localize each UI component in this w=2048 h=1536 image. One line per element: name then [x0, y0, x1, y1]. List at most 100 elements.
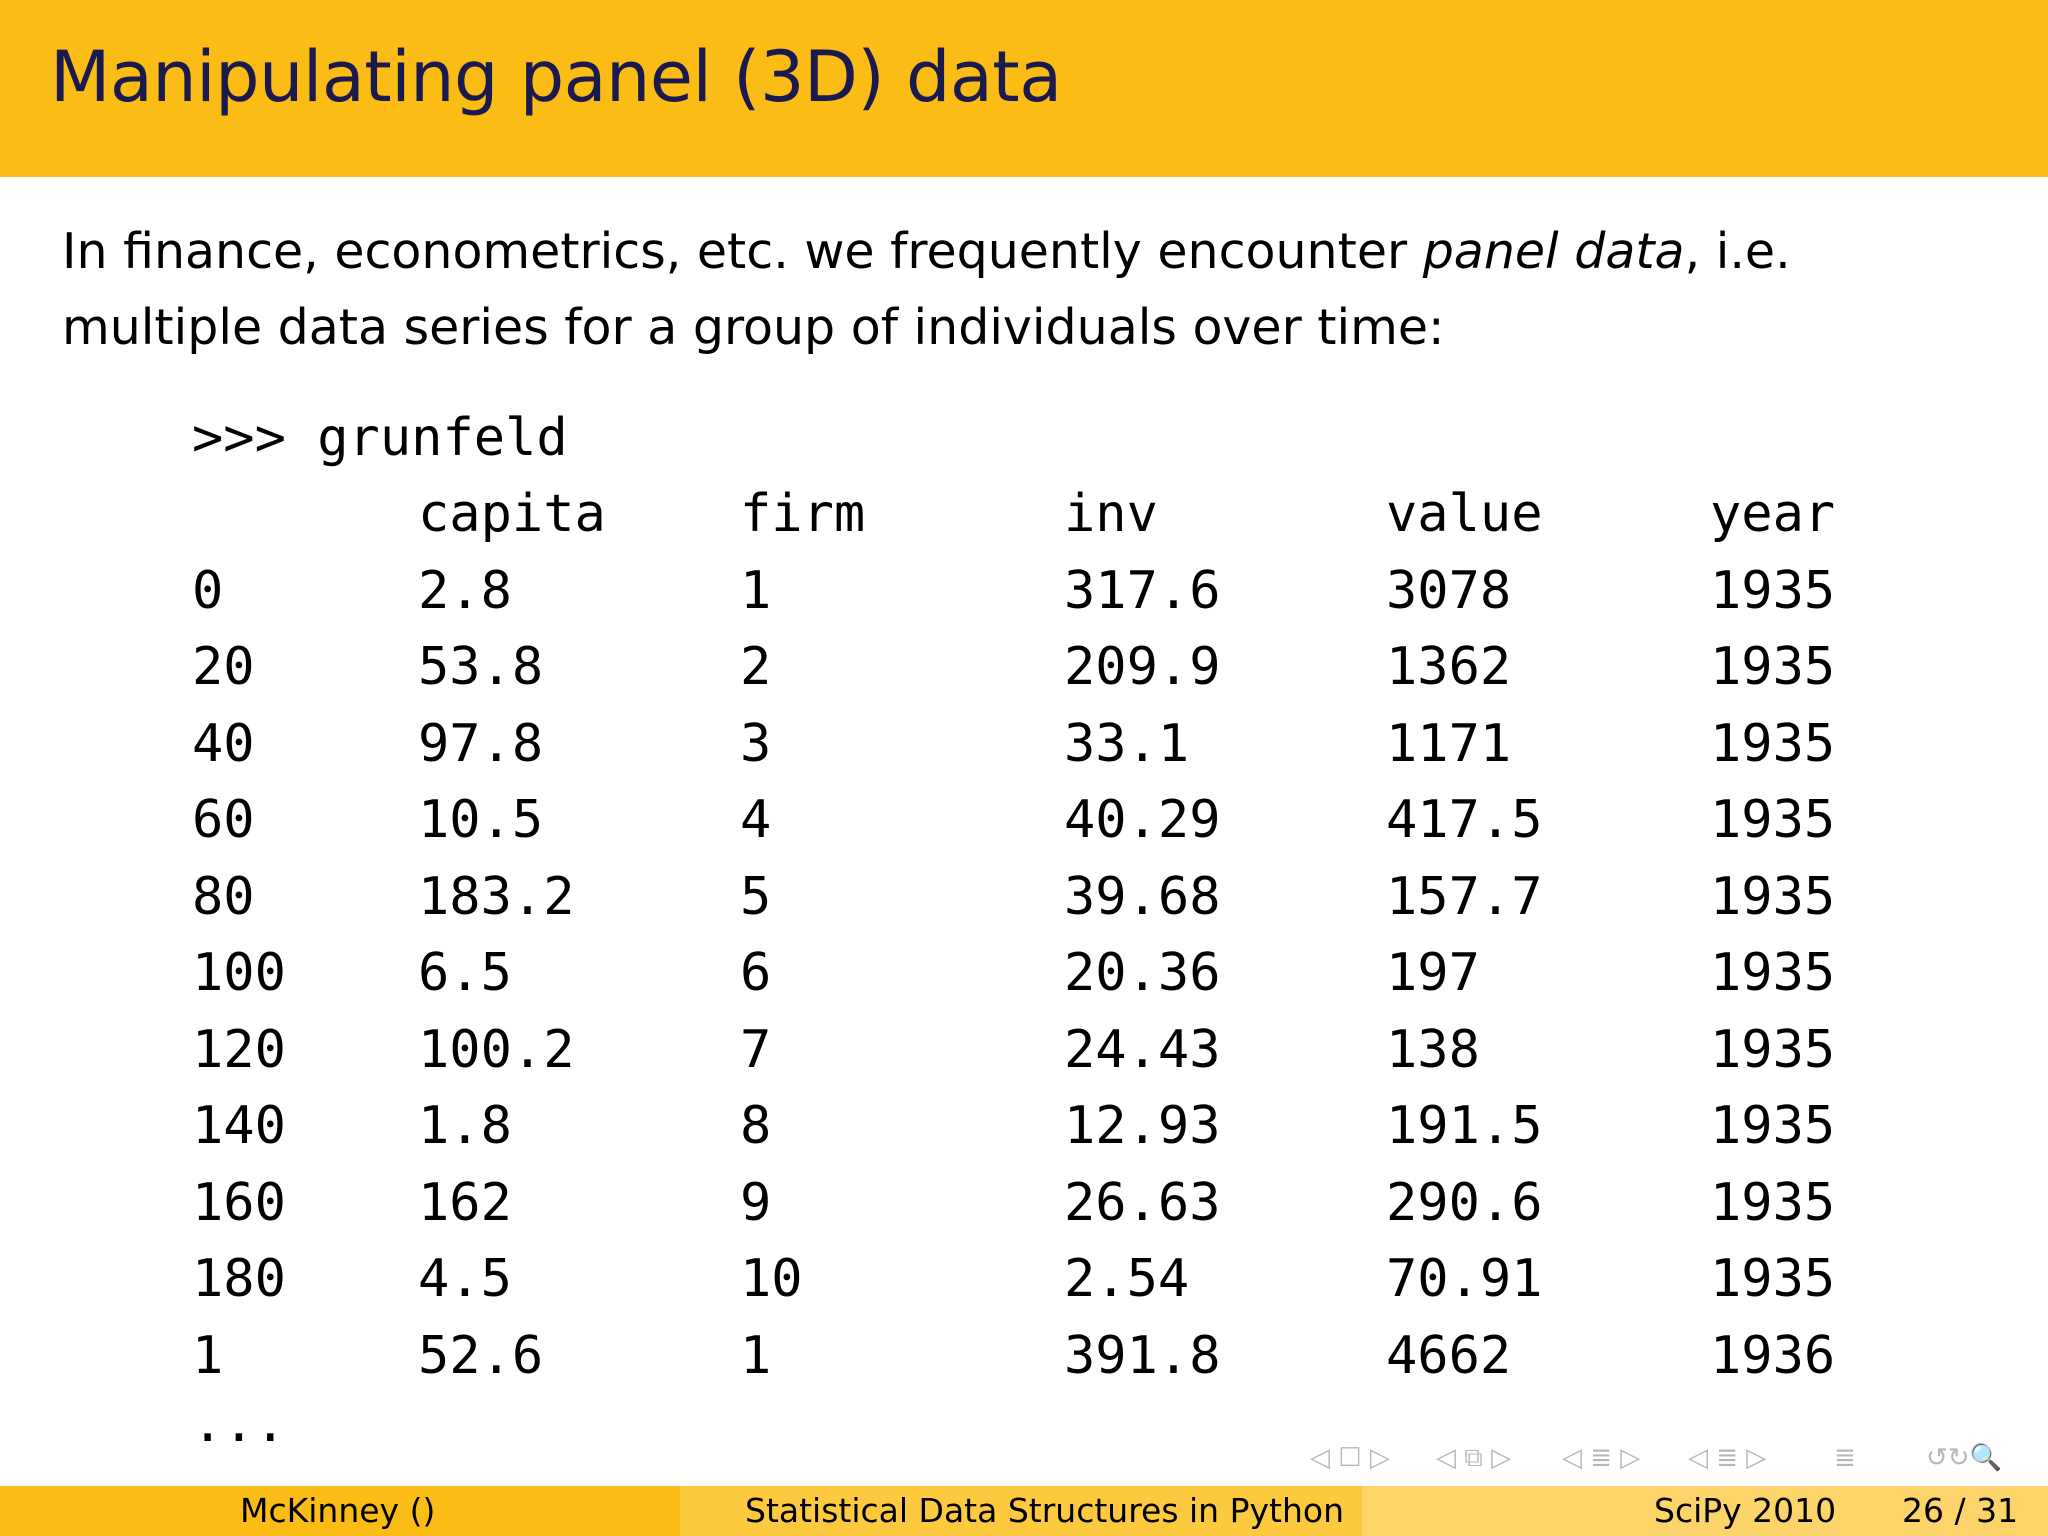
nav-section-icon[interactable]: ◁ ≣ ▷ [1562, 1443, 1641, 1473]
table-cell: 4662 [1386, 1325, 1512, 1386]
table-cell: 26.63 [1064, 1172, 1221, 1233]
table-cell: 317.6 [1064, 560, 1221, 621]
table-cell: 1171 [1386, 713, 1512, 774]
code-prompt: >>> grunfeld [192, 408, 568, 468]
code-block: >>> grunfeld capita firm inv value year … [192, 400, 1835, 1470]
table-cell: 39.68 [1064, 866, 1221, 927]
table-cell: 162 [418, 1172, 512, 1233]
table-cell: 53.8 [418, 637, 544, 697]
row-index: 20 [192, 637, 255, 697]
footer: McKinney () Statistical Data Structures … [0, 1486, 2048, 1536]
table-cell: 1.8 [418, 1096, 512, 1156]
table-cell: 1935 [1710, 866, 1836, 927]
table-cell: 1935 [1710, 560, 1836, 621]
table-cell: 1935 [1710, 943, 1836, 1003]
nav-frame-icon[interactable]: ◁ ☐ ▷ [1310, 1443, 1390, 1473]
table-cell: 290.6 [1386, 1172, 1543, 1233]
column-header: firm [740, 484, 866, 544]
table-cell: 9 [740, 1172, 772, 1233]
intro-text-end: , i.e. multiple data series for a group … [62, 223, 1791, 356]
intro-emphasis: panel data [1422, 223, 1685, 280]
table-row: 60 10.5 4 40.29 417.5 1935 [192, 782, 1835, 859]
column-header: capita [418, 484, 606, 544]
table-cell: 209.9 [1064, 637, 1221, 697]
row-index: 140 [192, 1096, 286, 1156]
footer-talk-title: Statistical Data Structures in Python [745, 1491, 1344, 1530]
table-row: 120 100.2 7 24.43 138 1935 [192, 1012, 1835, 1089]
slide-title: Manipulating panel (3D) data [50, 36, 1062, 118]
nav-subsection-list-icon[interactable]: ◁ ≣ ▷ [1688, 1443, 1767, 1473]
table-cell: 3 [740, 713, 772, 774]
table-body: 0 2.8 1 317.6 3078 1935 20 53.8 2 209.9 1362 1935 40… [192, 553, 1835, 1395]
table-cell: 391.8 [1064, 1325, 1221, 1386]
table-cell: 6 [740, 943, 772, 1003]
footer-page-number: 26 / 31 [1902, 1491, 2019, 1530]
column-header: year [1710, 484, 1836, 544]
table-row: 1 52.6 1 391.8 4662 1936 [192, 1318, 1835, 1395]
footer-author: McKinney () [240, 1491, 436, 1530]
table-cell: 157.7 [1386, 866, 1543, 927]
table-cell: 2 [740, 637, 772, 697]
table-cell: 20.36 [1064, 943, 1221, 1003]
table-cell: 4.5 [418, 1249, 512, 1309]
column-header: inv [1064, 484, 1158, 544]
table-cell: 1 [740, 1325, 772, 1386]
row-index: 180 [192, 1249, 286, 1309]
table-cell: 52.6 [418, 1325, 544, 1386]
table-cell: 1936 [1710, 1325, 1836, 1386]
beamer-navigation: ◁ ☐ ▷ ◁ ⧉ ▷ ◁ ≣ ▷ ◁ ≣ ▷ ≣ ↺↻🔍 [1310, 1438, 2040, 1478]
nav-align-icon[interactable]: ≣ [1834, 1443, 1856, 1473]
table-row: 160 162 9 26.63 290.6 1935 [192, 1165, 1835, 1242]
row-index: 100 [192, 943, 286, 1003]
table-cell: 97.8 [418, 713, 544, 774]
footer-middle: Statistical Data Structures in Python [680, 1486, 1362, 1536]
table-row: 0 2.8 1 317.6 3078 1935 [192, 553, 1835, 630]
intro-text-start: In finance, econometrics, etc. we freque… [62, 223, 1423, 280]
table-cell: 24.43 [1064, 1019, 1221, 1080]
table-cell: 6.5 [418, 943, 512, 1003]
table-cell: 1 [740, 560, 772, 621]
table-row: 80 183.2 5 39.68 157.7 1935 [192, 859, 1835, 936]
column-header: value [1386, 484, 1543, 544]
row-index: 60 [192, 790, 255, 850]
table-cell: 183.2 [418, 866, 575, 927]
row-index: 160 [192, 1172, 286, 1233]
table-cell: 70.91 [1386, 1249, 1543, 1309]
intro-paragraph: In finance, econometrics, etc. we freque… [62, 214, 2002, 366]
table-row: 180 4.5 10 2.54 70.91 1935 [192, 1241, 1835, 1318]
table-cell: 1935 [1710, 790, 1836, 850]
row-index: 80 [192, 866, 255, 927]
table-cell: 1362 [1386, 637, 1512, 697]
table-cell: 7 [740, 1019, 772, 1080]
table-cell: 10.5 [418, 790, 544, 850]
table-cell: 191.5 [1386, 1096, 1543, 1156]
table-row: 140 1.8 8 12.93 191.5 1935 [192, 1088, 1835, 1165]
table-cell: 417.5 [1386, 790, 1543, 850]
table-cell: 3078 [1386, 560, 1512, 621]
nav-subsection-icon[interactable]: ◁ ⧉ ▷ [1436, 1443, 1512, 1473]
table-cell: 4 [740, 790, 772, 850]
table-cell: 1935 [1710, 1172, 1836, 1233]
table-cell: 1935 [1710, 1096, 1836, 1156]
nav-search-icon[interactable]: ↺↻🔍 [1926, 1443, 2002, 1473]
table-cell: 2.8 [418, 560, 512, 621]
footer-left: McKinney () [0, 1486, 680, 1536]
row-index: 40 [192, 713, 255, 774]
table-cell: 1935 [1710, 637, 1836, 697]
table-cell: 40.29 [1064, 790, 1221, 850]
title-bar: Manipulating panel (3D) data [0, 0, 2048, 177]
table-cell: 197 [1386, 943, 1480, 1003]
table-cell: 5 [740, 866, 772, 927]
table-header-row: capita firm inv value year [192, 476, 1835, 553]
table-cell: 33.1 [1064, 713, 1190, 774]
table-cell: 138 [1386, 1019, 1480, 1080]
table-row: 20 53.8 2 209.9 1362 1935 [192, 629, 1835, 706]
code-ellipsis: ... [192, 1394, 286, 1454]
table-cell: 1935 [1710, 713, 1836, 774]
footer-right: SciPy 2010 26 / 31 [1362, 1486, 2048, 1536]
table-cell: 10 [740, 1249, 803, 1309]
row-index: 1 [192, 1325, 224, 1386]
row-index: 120 [192, 1019, 286, 1080]
table-cell: 1935 [1710, 1019, 1836, 1080]
footer-conference: SciPy 2010 [1654, 1491, 1837, 1530]
